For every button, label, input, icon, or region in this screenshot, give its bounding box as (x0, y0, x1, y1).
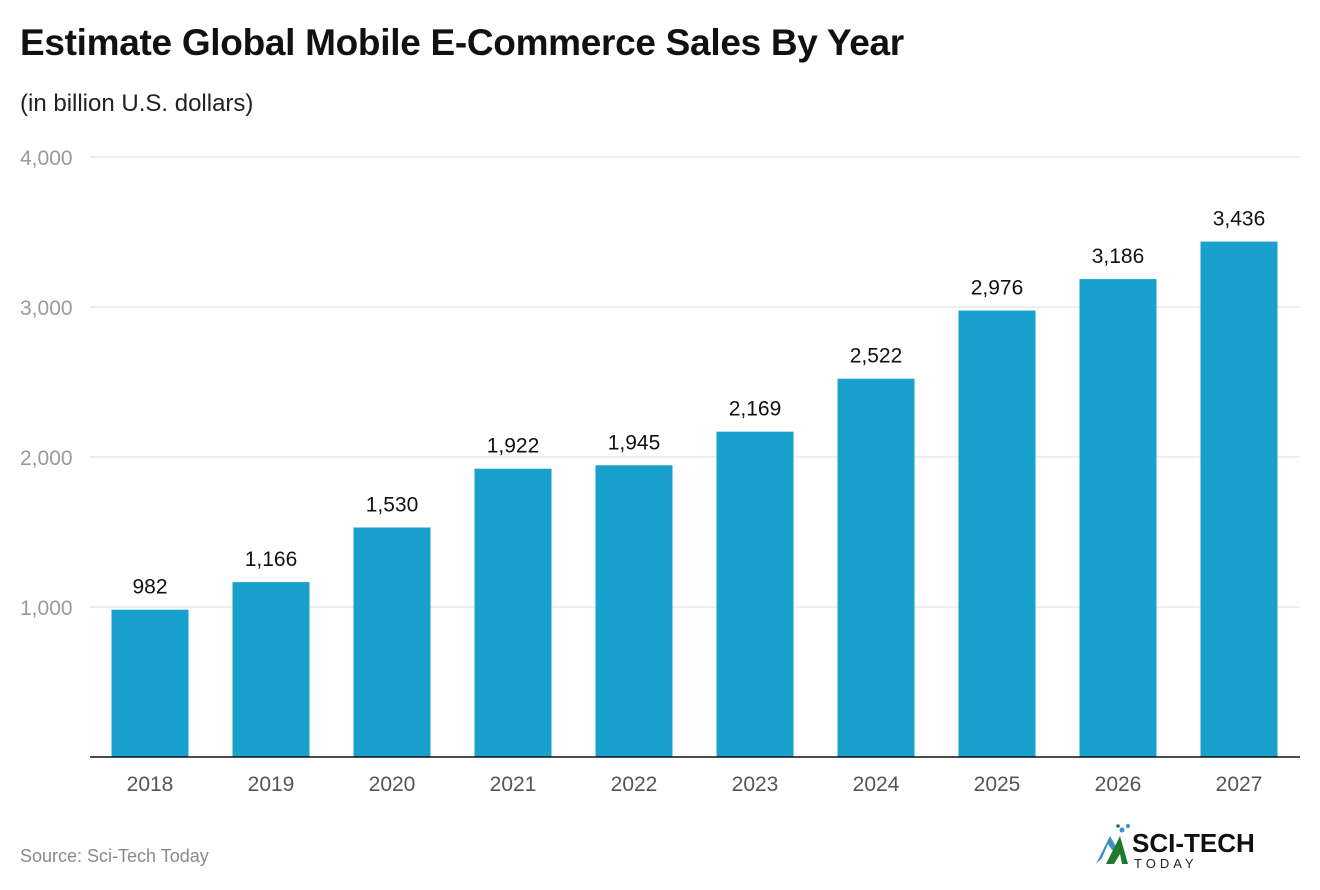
bar (595, 465, 673, 757)
y-tick-label: 3,000 (20, 297, 73, 320)
x-tick-label: 2022 (611, 773, 658, 796)
bar (837, 378, 915, 757)
svg-text:SCI-TECH: SCI-TECH (1132, 828, 1255, 858)
bar (1079, 279, 1157, 757)
chart-subtitle: (in billion U.S. dollars) (20, 90, 254, 117)
data-label: 1,166 (245, 548, 298, 571)
bar (1200, 241, 1278, 758)
data-label: 1,530 (366, 494, 419, 517)
x-tick-label: 2023 (732, 773, 779, 796)
data-label: 2,169 (729, 398, 782, 421)
x-tick-label: 2026 (1095, 773, 1142, 796)
bar (111, 609, 189, 757)
bar (474, 468, 552, 757)
data-label: 1,922 (487, 435, 540, 458)
y-tick-label: 4,000 (20, 147, 73, 170)
data-label: 2,976 (971, 277, 1024, 300)
sci-tech-today-logo: SCI-TECH TODAY (1096, 824, 1255, 871)
svg-text:TODAY: TODAY (1134, 856, 1198, 871)
data-label: 1,945 (608, 431, 661, 454)
bar (232, 582, 310, 757)
y-tick-label: 2,000 (20, 447, 73, 470)
x-tick-label: 2024 (853, 773, 900, 796)
x-tick-label: 2027 (1216, 773, 1263, 796)
data-label: 3,186 (1092, 245, 1145, 268)
data-label: 982 (132, 576, 167, 599)
data-label: 3,436 (1213, 208, 1266, 231)
bar (716, 431, 794, 757)
chart-title: Estimate Global Mobile E-Commerce Sales … (20, 22, 904, 63)
bar (353, 527, 431, 757)
x-tick-label: 2018 (127, 773, 174, 796)
data-label: 2,522 (850, 345, 903, 368)
x-tick-label: 2021 (490, 773, 537, 796)
source-note: Source: Sci-Tech Today (20, 846, 209, 866)
bar (958, 310, 1036, 757)
x-tick-label: 2020 (369, 773, 416, 796)
x-tick-label: 2025 (974, 773, 1021, 796)
x-tick-label: 2019 (248, 773, 295, 796)
y-tick-label: 1,000 (20, 597, 73, 620)
